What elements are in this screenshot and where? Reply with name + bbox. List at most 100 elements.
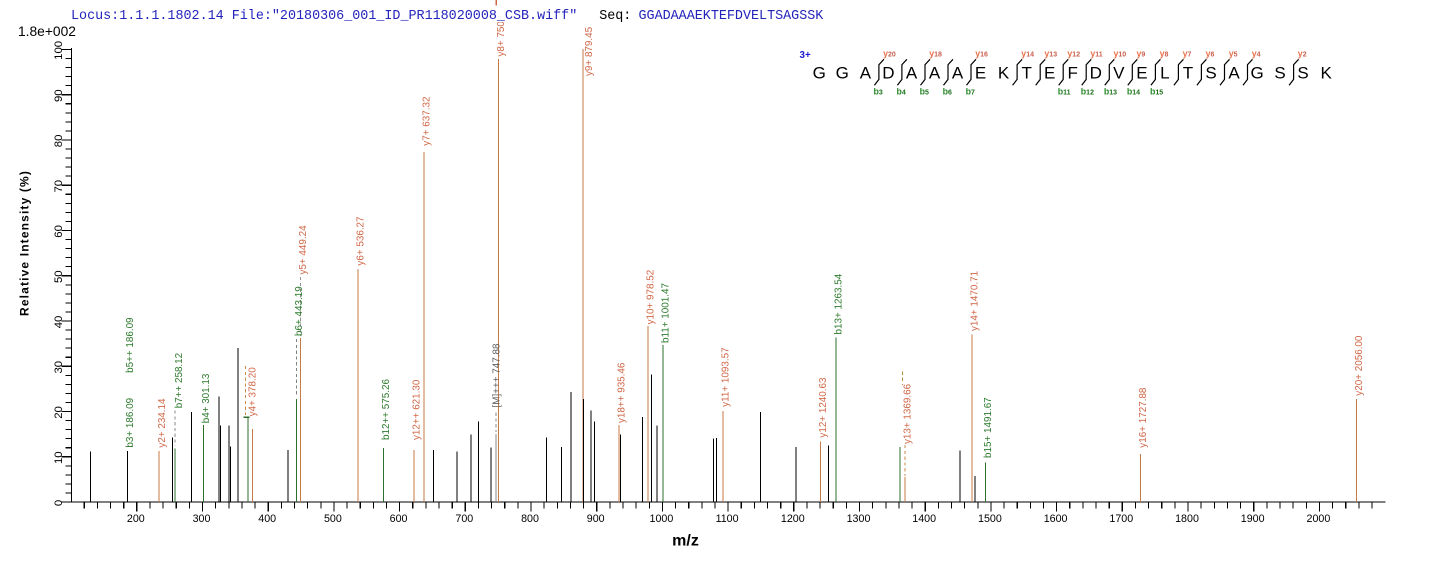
svg-text:[M]+++ 747.88: [M]+++ 747.88 bbox=[492, 343, 503, 407]
svg-text:1100: 1100 bbox=[716, 513, 739, 525]
svg-text:600: 600 bbox=[390, 513, 408, 525]
svg-text:y5+ 449.24: y5+ 449.24 bbox=[298, 225, 309, 275]
svg-text:y2+ 234.14: y2+ 234.14 bbox=[157, 398, 168, 448]
svg-text:K: K bbox=[1321, 64, 1333, 83]
svg-text:y10: y10 bbox=[1114, 48, 1127, 58]
svg-text:80: 80 bbox=[53, 135, 65, 148]
svg-text:F: F bbox=[1068, 64, 1078, 83]
svg-text:2000: 2000 bbox=[1307, 513, 1331, 525]
svg-text:G: G bbox=[836, 64, 849, 83]
svg-text:700: 700 bbox=[455, 513, 473, 525]
svg-text:1600: 1600 bbox=[1044, 513, 1068, 525]
svg-text:1400: 1400 bbox=[912, 513, 936, 525]
svg-text:m/z: m/z bbox=[672, 533, 699, 550]
svg-text:y18++ 935.46: y18++ 935.46 bbox=[616, 362, 627, 423]
svg-text:y12: y12 bbox=[1067, 48, 1080, 58]
svg-text:GGADAAAEKTEFDVELTSAGSSK: GGADAAAEKTEFDVELTSAGSSK bbox=[639, 9, 825, 24]
svg-text:A: A bbox=[952, 64, 964, 83]
svg-text:1.8e+002: 1.8e+002 bbox=[18, 24, 76, 39]
svg-text:1800: 1800 bbox=[1175, 513, 1199, 525]
svg-text:y10+ 978.52: y10+ 978.52 bbox=[645, 270, 656, 325]
svg-text:A: A bbox=[1228, 64, 1240, 83]
svg-text:y18: y18 bbox=[929, 48, 942, 58]
svg-text:b13: b13 bbox=[1104, 86, 1117, 96]
svg-text:b15+ 1491.67: b15+ 1491.67 bbox=[983, 397, 994, 458]
svg-text:V: V bbox=[1113, 64, 1125, 83]
svg-text:b4+ 301.13: b4+ 301.13 bbox=[201, 373, 212, 423]
svg-text:T: T bbox=[1183, 64, 1193, 83]
svg-text:S: S bbox=[1274, 64, 1285, 83]
svg-text:b15: b15 bbox=[1150, 86, 1163, 96]
svg-text:E: E bbox=[1136, 64, 1147, 83]
svg-text:A: A bbox=[860, 64, 872, 83]
svg-text:y20: y20 bbox=[883, 48, 896, 58]
svg-text:G: G bbox=[813, 64, 826, 83]
svg-text:10: 10 bbox=[53, 451, 65, 464]
svg-text:y16: y16 bbox=[975, 48, 988, 58]
svg-text:b12: b12 bbox=[1081, 86, 1094, 96]
svg-text:300: 300 bbox=[193, 513, 211, 525]
svg-text:900: 900 bbox=[587, 513, 605, 525]
svg-text:y6+ 536.27: y6+ 536.27 bbox=[355, 216, 366, 265]
svg-text:b6+ 443.19: b6+ 443.19 bbox=[294, 286, 305, 336]
svg-text:1300: 1300 bbox=[847, 513, 871, 525]
svg-text:T: T bbox=[1022, 64, 1032, 83]
svg-text:y9+ 879.45: y9+ 879.45 bbox=[584, 26, 595, 76]
svg-text:E: E bbox=[975, 64, 986, 83]
svg-text:3+: 3+ bbox=[800, 50, 811, 61]
svg-text:y11+ 1093.57: y11+ 1093.57 bbox=[721, 347, 732, 406]
svg-text:100: 100 bbox=[53, 41, 65, 60]
svg-text:0: 0 bbox=[53, 500, 65, 506]
svg-text:b12++ 575.26: b12++ 575.26 bbox=[381, 379, 392, 440]
svg-text:b6: b6 bbox=[943, 86, 952, 96]
svg-text:b4: b4 bbox=[897, 86, 906, 96]
svg-text:y14+ 1470.71: y14+ 1470.71 bbox=[969, 270, 980, 331]
svg-text:y16+ 1727.88: y16+ 1727.88 bbox=[1138, 387, 1149, 448]
svg-text:b14: b14 bbox=[1127, 86, 1140, 96]
svg-text:K: K bbox=[998, 64, 1010, 83]
svg-text:b11+ 1001.47: b11+ 1001.47 bbox=[660, 283, 671, 343]
svg-text:y9: y9 bbox=[1137, 48, 1146, 58]
svg-text:y8+ 750.40: y8+ 750.40 bbox=[496, 7, 507, 57]
svg-text:b11: b11 bbox=[1058, 86, 1071, 96]
svg-text:y5: y5 bbox=[1229, 48, 1238, 58]
svg-text:1000: 1000 bbox=[650, 513, 674, 525]
svg-text:20: 20 bbox=[53, 406, 65, 419]
svg-text:40: 40 bbox=[53, 316, 65, 329]
svg-text:b5: b5 bbox=[920, 86, 929, 96]
svg-text:1200: 1200 bbox=[781, 513, 805, 525]
svg-text:A: A bbox=[906, 64, 918, 83]
svg-text:Relative Intensity (%): Relative Intensity (%) bbox=[18, 170, 32, 316]
svg-text:L: L bbox=[1160, 64, 1169, 83]
svg-text:y4: y4 bbox=[1252, 48, 1261, 58]
svg-text:D: D bbox=[882, 64, 894, 83]
svg-text:y13+ 1369.66: y13+ 1369.66 bbox=[902, 383, 913, 444]
svg-text:800: 800 bbox=[521, 513, 539, 525]
svg-text:Locus:1.1.1.1802.14 File:"2018: Locus:1.1.1.1802.14 File:"20180306_001_I… bbox=[71, 9, 577, 24]
svg-text:60: 60 bbox=[53, 225, 65, 238]
svg-text:b3+ 186.09: b3+ 186.09 bbox=[125, 397, 136, 447]
svg-text:b13+ 1263.54: b13+ 1263.54 bbox=[834, 273, 845, 334]
svg-text:b7++ 258.12: b7++ 258.12 bbox=[174, 353, 185, 408]
svg-text:1900: 1900 bbox=[1241, 513, 1265, 525]
svg-text:E: E bbox=[1044, 64, 1055, 83]
svg-text:y6: y6 bbox=[1206, 48, 1215, 58]
svg-text:1500: 1500 bbox=[978, 513, 1002, 525]
svg-text:90: 90 bbox=[53, 89, 65, 102]
svg-text:500: 500 bbox=[324, 513, 342, 525]
svg-text:y11: y11 bbox=[1090, 48, 1102, 58]
svg-text:200: 200 bbox=[127, 513, 145, 525]
svg-text:S: S bbox=[1297, 64, 1308, 83]
svg-text:b3: b3 bbox=[874, 86, 883, 96]
svg-text:y2: y2 bbox=[1298, 48, 1307, 58]
svg-text:400: 400 bbox=[258, 513, 276, 525]
svg-text:50: 50 bbox=[53, 270, 65, 283]
svg-text:y4+ 378.20: y4+ 378.20 bbox=[248, 367, 259, 417]
svg-text:b5++ 186.09: b5++ 186.09 bbox=[125, 317, 136, 373]
svg-text:Seq:: Seq: bbox=[599, 9, 631, 24]
svg-text:y13: y13 bbox=[1044, 48, 1057, 58]
svg-text:y20+ 2056.00: y20+ 2056.00 bbox=[1354, 335, 1365, 396]
svg-text:70: 70 bbox=[53, 180, 65, 193]
svg-text:D: D bbox=[1090, 64, 1102, 83]
svg-text:y14: y14 bbox=[1021, 48, 1034, 58]
